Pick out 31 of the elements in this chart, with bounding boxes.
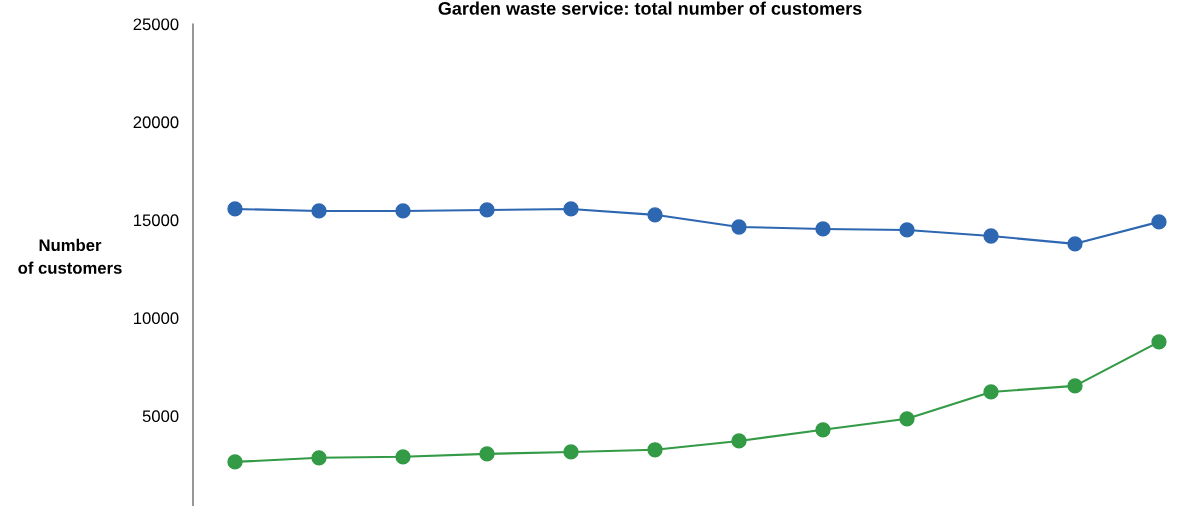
- point: [983, 228, 999, 244]
- point: [395, 449, 411, 465]
- point: [227, 454, 243, 470]
- y-axis-title: Number of customers: [18, 238, 122, 274]
- point: [311, 203, 327, 219]
- point: [983, 384, 999, 400]
- point: [395, 203, 411, 219]
- point: [311, 450, 327, 466]
- point: [647, 442, 663, 458]
- point: [899, 411, 915, 427]
- point: [815, 221, 831, 237]
- point: [647, 207, 663, 223]
- chart-title: Garden waste service: total number of customers: [438, 1, 862, 15]
- point: [1151, 334, 1167, 350]
- y-tick-label: 25000: [133, 18, 179, 31]
- y-tick-label: 5000: [142, 410, 179, 423]
- point: [731, 219, 747, 235]
- point: [479, 446, 495, 462]
- point: [1067, 378, 1083, 394]
- y-tick-label: 15000: [134, 214, 179, 227]
- point: [899, 222, 915, 238]
- point: [227, 201, 243, 217]
- point: [1151, 214, 1167, 230]
- point: [563, 444, 579, 460]
- point: [1067, 236, 1083, 252]
- point: [731, 433, 747, 449]
- point: [815, 422, 831, 438]
- y-tick-label: 20000: [133, 116, 179, 129]
- point: [563, 201, 579, 217]
- point: [479, 202, 495, 218]
- y-tick-label: 10000: [134, 312, 179, 325]
